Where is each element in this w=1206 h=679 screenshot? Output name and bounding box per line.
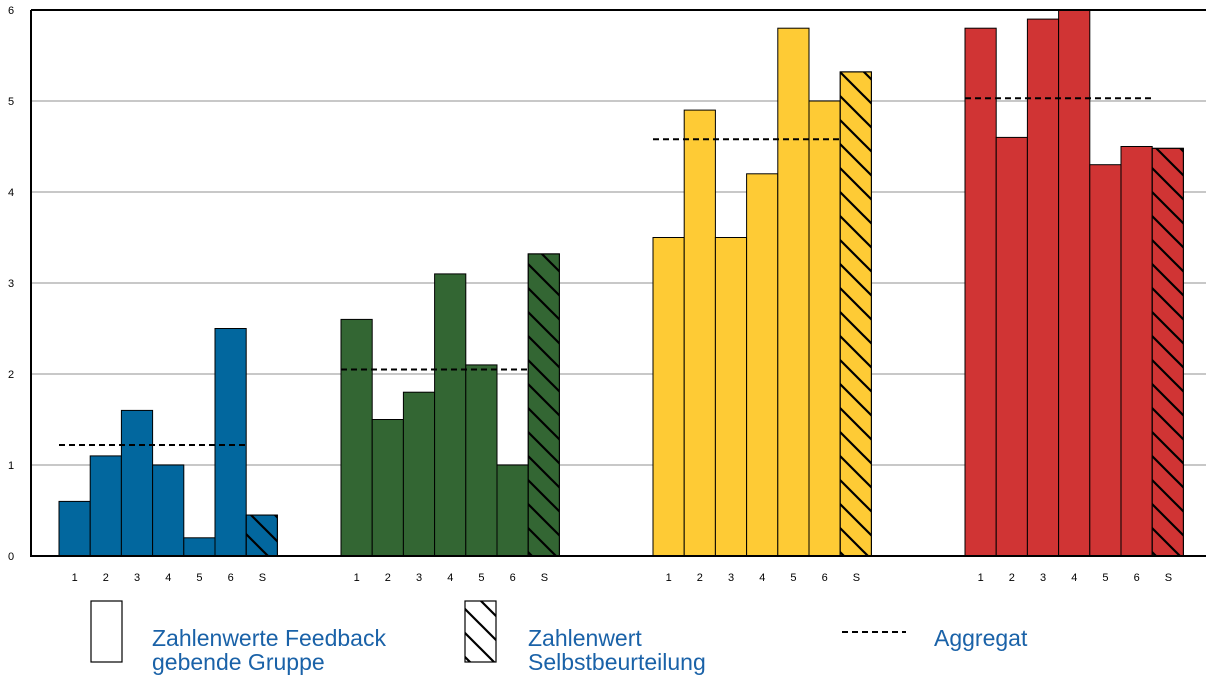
bar-self-hatch xyxy=(527,253,560,557)
legend-self-label: Zahlenwert Selbstbeurteilung xyxy=(528,626,706,674)
x-tick-label: 6 xyxy=(822,572,828,584)
bar-feedback xyxy=(808,100,841,557)
bar-feedback xyxy=(683,109,716,557)
x-tick-label: 1 xyxy=(978,572,984,584)
x-tick-label: 3 xyxy=(134,572,140,584)
x-tick-label: S xyxy=(853,572,860,584)
x-tick-label: S xyxy=(541,572,548,584)
x-tick-label: 4 xyxy=(1071,572,1077,584)
x-tick-label: 5 xyxy=(790,572,796,584)
x-tick-label: 5 xyxy=(196,572,202,584)
x-tick-label: 1 xyxy=(666,572,672,584)
bar-feedback xyxy=(371,419,404,557)
bar-self-hatch xyxy=(839,71,872,557)
x-tick-label: 1 xyxy=(72,572,78,584)
bar-feedback xyxy=(120,409,154,557)
x-tick-label: 6 xyxy=(510,572,516,584)
bar-feedback xyxy=(964,27,997,557)
x-tick-label: 3 xyxy=(728,572,734,584)
x-tick-label: 6 xyxy=(1134,572,1140,584)
bar-self-hatch xyxy=(245,514,278,557)
bar-feedback xyxy=(465,364,498,557)
bar-feedback xyxy=(183,537,216,557)
legend-feedback-line2: gebende Gruppe xyxy=(152,649,325,675)
bar-feedback xyxy=(152,464,185,557)
legend-self-line2: Selbstbeurteilung xyxy=(528,649,706,675)
legend-feedback-label: Zahlenwerte Feedback gebende Gruppe xyxy=(152,626,386,674)
x-tick-label: 3 xyxy=(1040,572,1046,584)
x-tick-label: 1 xyxy=(354,572,360,584)
bar-feedback xyxy=(214,328,247,557)
bar-feedback xyxy=(58,500,91,557)
bar-feedback xyxy=(777,27,810,557)
bar-feedback xyxy=(1120,146,1153,557)
x-tick-label: 4 xyxy=(447,572,453,584)
y-tick-labels: 0 1 2 3 4 5 6 xyxy=(8,5,14,563)
legend-icons xyxy=(90,600,906,663)
x-tick-label: 5 xyxy=(1102,572,1108,584)
y-tick-label: 3 xyxy=(8,278,14,290)
legend-feedback-swatch xyxy=(90,600,123,663)
x-tick-label: 4 xyxy=(165,572,171,584)
bar-feedback xyxy=(1058,9,1091,557)
bar-feedback xyxy=(402,391,436,557)
legend-self-line1: Zahlenwert xyxy=(528,625,642,651)
legend-feedback-line1: Zahlenwerte Feedback xyxy=(152,625,386,651)
y-tick-label: 0 xyxy=(8,551,14,563)
bar-feedback xyxy=(89,455,122,557)
x-tick-label: 2 xyxy=(1009,572,1015,584)
bar-feedback xyxy=(496,464,529,557)
bar-feedback xyxy=(995,136,1028,557)
y-tick-label: 4 xyxy=(8,187,14,199)
bar-self-hatch xyxy=(1151,147,1184,557)
x-tick-label: 6 xyxy=(228,572,234,584)
x-tick-labels: 1 2 3 4 5 6 S 1 2 3 4 5 6 S 1 2 3 4 5 6 S 1 2 3 4 5 6 S xyxy=(72,572,1173,584)
x-tick-label: 3 xyxy=(416,572,422,584)
bar-feedback xyxy=(652,237,685,557)
bar-feedback xyxy=(434,273,467,557)
bar-feedback xyxy=(340,318,373,557)
bar-feedback xyxy=(714,237,748,557)
x-tick-label: 4 xyxy=(759,572,765,584)
legend-aggregate-label: Aggregat xyxy=(934,625,1028,651)
x-tick-label: S xyxy=(259,572,266,584)
axes xyxy=(30,9,1206,557)
x-tick-label: 2 xyxy=(103,572,109,584)
y-tick-label: 1 xyxy=(8,460,14,472)
y-tick-label: 5 xyxy=(8,96,14,108)
aggregate-lines xyxy=(59,97,1153,446)
x-tick-label: 5 xyxy=(478,572,484,584)
x-tick-label: 2 xyxy=(385,572,391,584)
legend-self-swatch xyxy=(464,600,497,663)
bar-feedback xyxy=(1026,18,1060,557)
y-tick-label: 6 xyxy=(8,5,14,17)
x-tick-label: S xyxy=(1165,572,1172,584)
y-tick-label: 2 xyxy=(8,369,14,381)
x-tick-label: 2 xyxy=(697,572,703,584)
bar-feedback xyxy=(1089,164,1122,557)
bar-feedback xyxy=(746,173,779,557)
